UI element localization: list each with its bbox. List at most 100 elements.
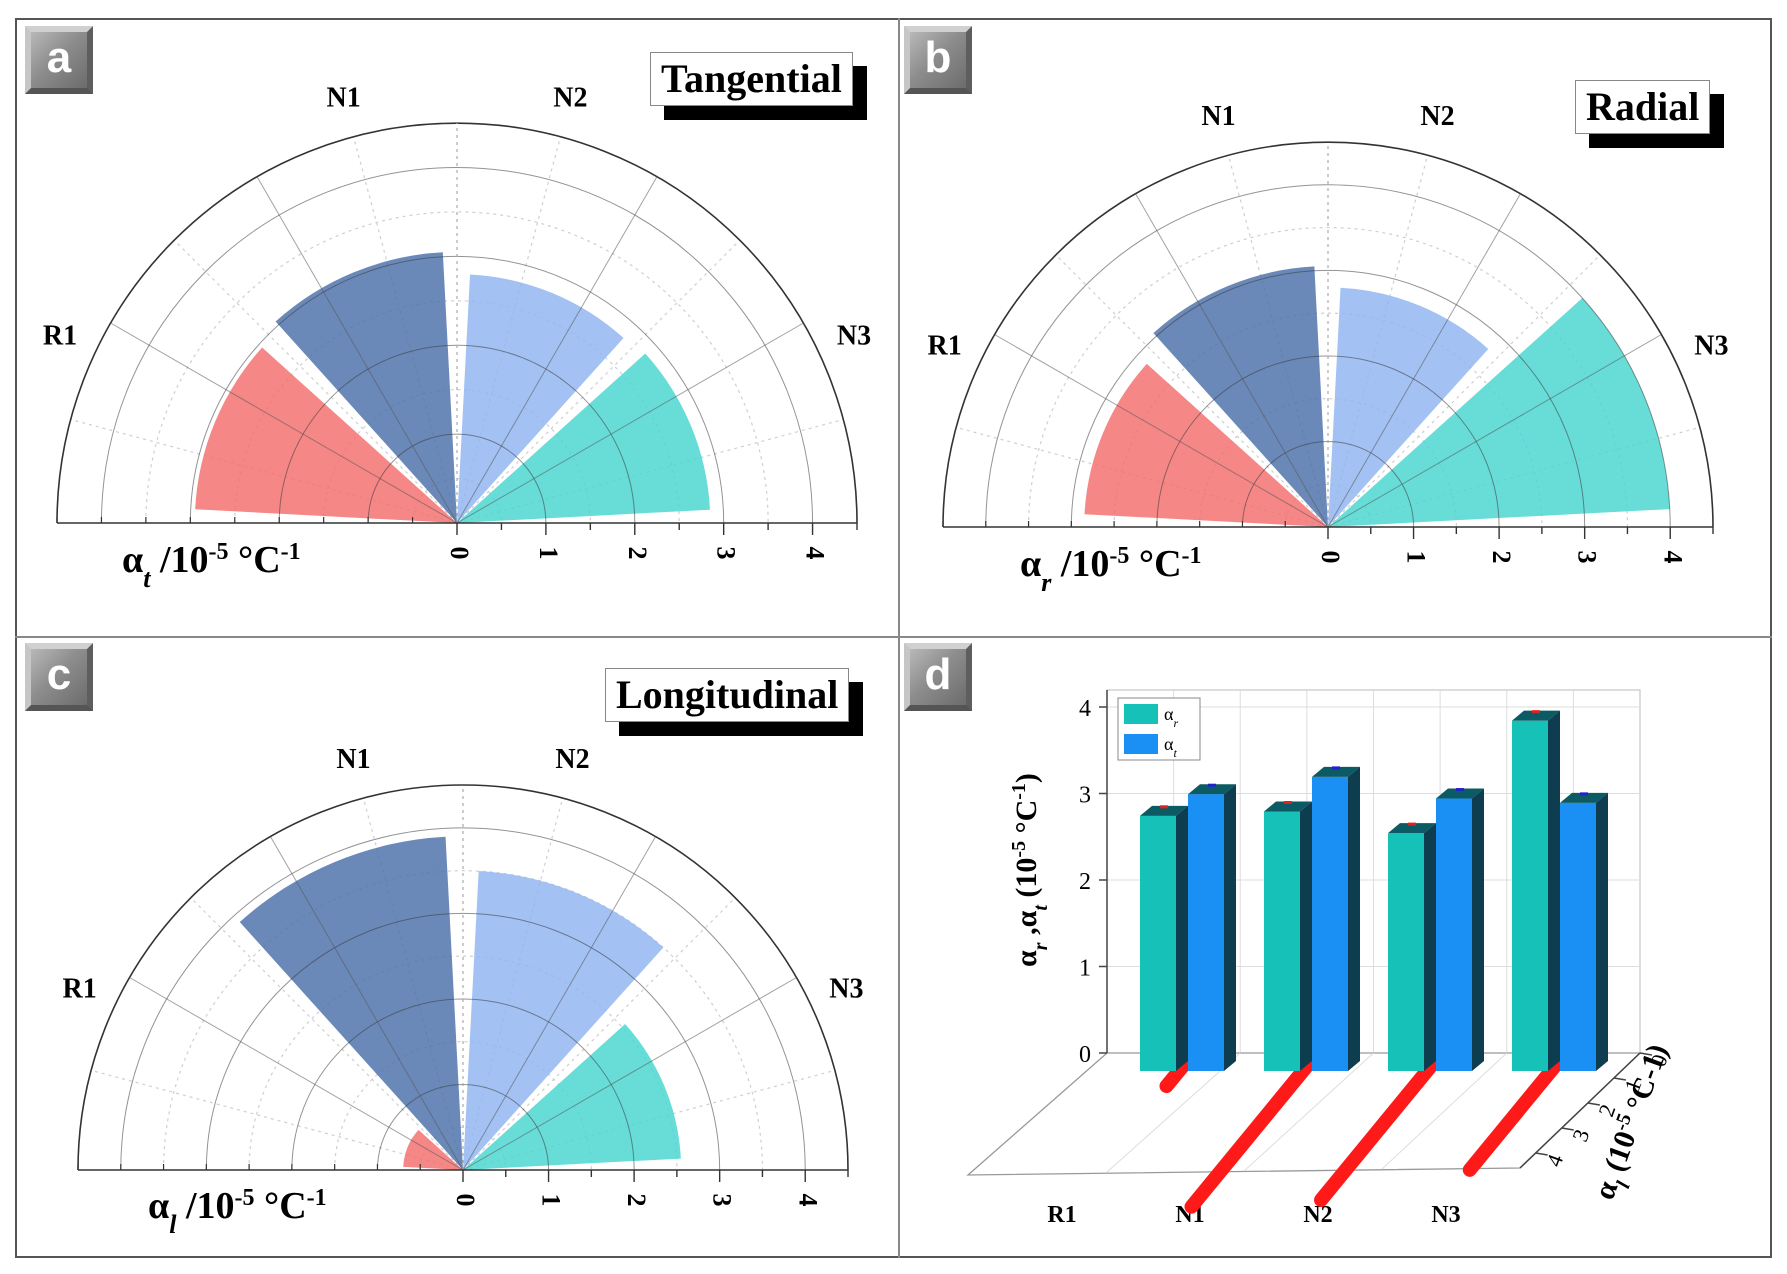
radial-axis-label: αt /10-5 °C-1 [122,539,301,593]
category-label-n1: N1 [1201,101,1235,132]
radial-tick-label: 3 [712,547,741,560]
bar-at-r1-side [1224,784,1236,1071]
x-category-label-n3: N3 [1431,1202,1460,1228]
bar-at-n3-top [1560,792,1608,803]
category-label-n2: N2 [1420,101,1454,132]
bar-at-n1-front [1312,776,1348,1071]
grid-spoke [110,322,458,524]
bar-at-r1-top [1188,784,1236,795]
floor-grid-line [1105,1052,1241,1174]
outer-arc [942,141,1714,528]
al-line-r1 [1159,1059,1190,1094]
bar-ar-n2-front [1388,833,1424,1071]
grid-spoke [1135,193,1329,528]
minor-grid-spoke [190,897,464,1171]
radial-axis-label: αr /10-5 °C-1 [1020,543,1202,597]
depth-axis [1519,1052,1641,1169]
depth-axis-tick [1535,1152,1548,1156]
polar-chart-radial: 0 1 2 3 4 R1 N1 N2 N3 αr /10-5 °C-1 [928,101,1729,597]
radial-tick-label: 1 [1402,551,1431,564]
radial-tick-label: 1 [537,1194,566,1207]
category-label-n2: N2 [553,82,587,113]
bar-ar-n3-top [1512,710,1560,721]
sector-n2 [457,274,624,523]
radial-tick-label: 3 [1573,551,1602,564]
minor-grid-spoke [1327,254,1601,528]
bar-ar-n1-side [1300,801,1312,1071]
sector-n3 [457,353,710,523]
bar-at-n2-front [1436,798,1472,1071]
sector-n1 [239,836,463,1170]
grid-spoke [456,176,658,524]
radial-tick-label: 2 [623,547,652,560]
panel-title-tangential: Tangential [650,52,853,106]
panel-title-radial: Radial [1575,80,1711,134]
x-category-label-n2: N2 [1303,1202,1332,1228]
radial-tick-label: 4 [801,547,830,560]
legend-swatch-ar [1124,704,1158,724]
category-label-n3: N3 [829,974,863,1005]
y-axis-label: αr ,αt (10-5 °C-1) [1008,773,1052,967]
polar-chart-tangential: 0 1 2 3 4 R1 N1 N2 N3 αt /10-5 °C-1 [43,82,871,592]
bar-ar-r1-front [1140,815,1176,1071]
x-category-label-r1: R1 [1047,1202,1076,1228]
y-tick-label: 0 [1079,1042,1091,1068]
grid-arc [367,433,547,524]
al-line-n3 [1462,1059,1562,1177]
polar-chart-longitudinal: 0 1 2 3 4 R1 N1 N2 N3 αl /10-5 °C-1 [63,744,864,1239]
bar-ar-n1-front [1264,811,1300,1071]
depth-axis-tick [1639,1052,1653,1056]
minor-grid-spoke [462,897,736,1171]
bar-ar-n2-side [1424,823,1436,1071]
minor-grid-arc [162,869,764,1171]
sector-n2 [463,870,664,1170]
sector-n2 [1328,287,1489,527]
sector-r1 [195,347,457,523]
al-line-n1 [1184,1059,1314,1214]
sector-n1 [1153,266,1328,527]
radial-axis-label: αl /10-5 °C-1 [148,1185,327,1239]
floor-grid-line [1381,1052,1508,1170]
bar-at-r1-front [1188,794,1224,1071]
panel-badge-b: b [904,26,972,94]
grid-arc [1070,269,1586,528]
depth-axis-tick [1587,1102,1600,1106]
category-label-n3: N3 [837,320,871,351]
grid-spoke [129,977,464,1171]
grid-spoke [270,836,464,1171]
category-label-r1: R1 [928,331,962,362]
sector-r1 [1084,363,1328,527]
y-tick-label: 4 [1079,696,1091,722]
radial-tick-label: 2 [622,1194,651,1207]
grid-spoke [256,176,458,524]
radial-tick-label: 2 [1487,551,1516,564]
bar-at-n1-top [1312,766,1360,777]
y-tick-label: 1 [1079,956,1091,982]
bar-at-n3-side [1596,792,1608,1071]
category-label-n1: N1 [336,744,370,775]
panel-badge-a: a [25,26,93,94]
al-line-n2 [1314,1059,1438,1207]
vertical-divider [898,18,900,1258]
category-label-r1: R1 [43,320,77,351]
bar-at-n1-side [1348,766,1360,1071]
depth-axis-tick [1561,1127,1574,1131]
figure-frame [15,18,1772,1258]
bar-ar-n2-top [1388,823,1436,834]
grid-spoke [462,977,797,1171]
grid-arc [291,998,635,1171]
grid-spoke [1327,334,1662,528]
category-label-n3: N3 [1694,331,1728,362]
floor-grid-line [1243,1052,1374,1172]
radial-tick-label: 4 [1658,551,1687,564]
sector-n3 [1328,298,1670,527]
radial-tick-label: 4 [793,1194,822,1207]
legend-label-ar: αr [1164,704,1178,730]
bar-ar-n1-top [1264,801,1312,812]
legend-label-at: αt [1164,734,1177,760]
grid-arc [120,827,806,1171]
minor-grid-spoke [90,1069,464,1171]
grid-spoke [994,334,1329,528]
